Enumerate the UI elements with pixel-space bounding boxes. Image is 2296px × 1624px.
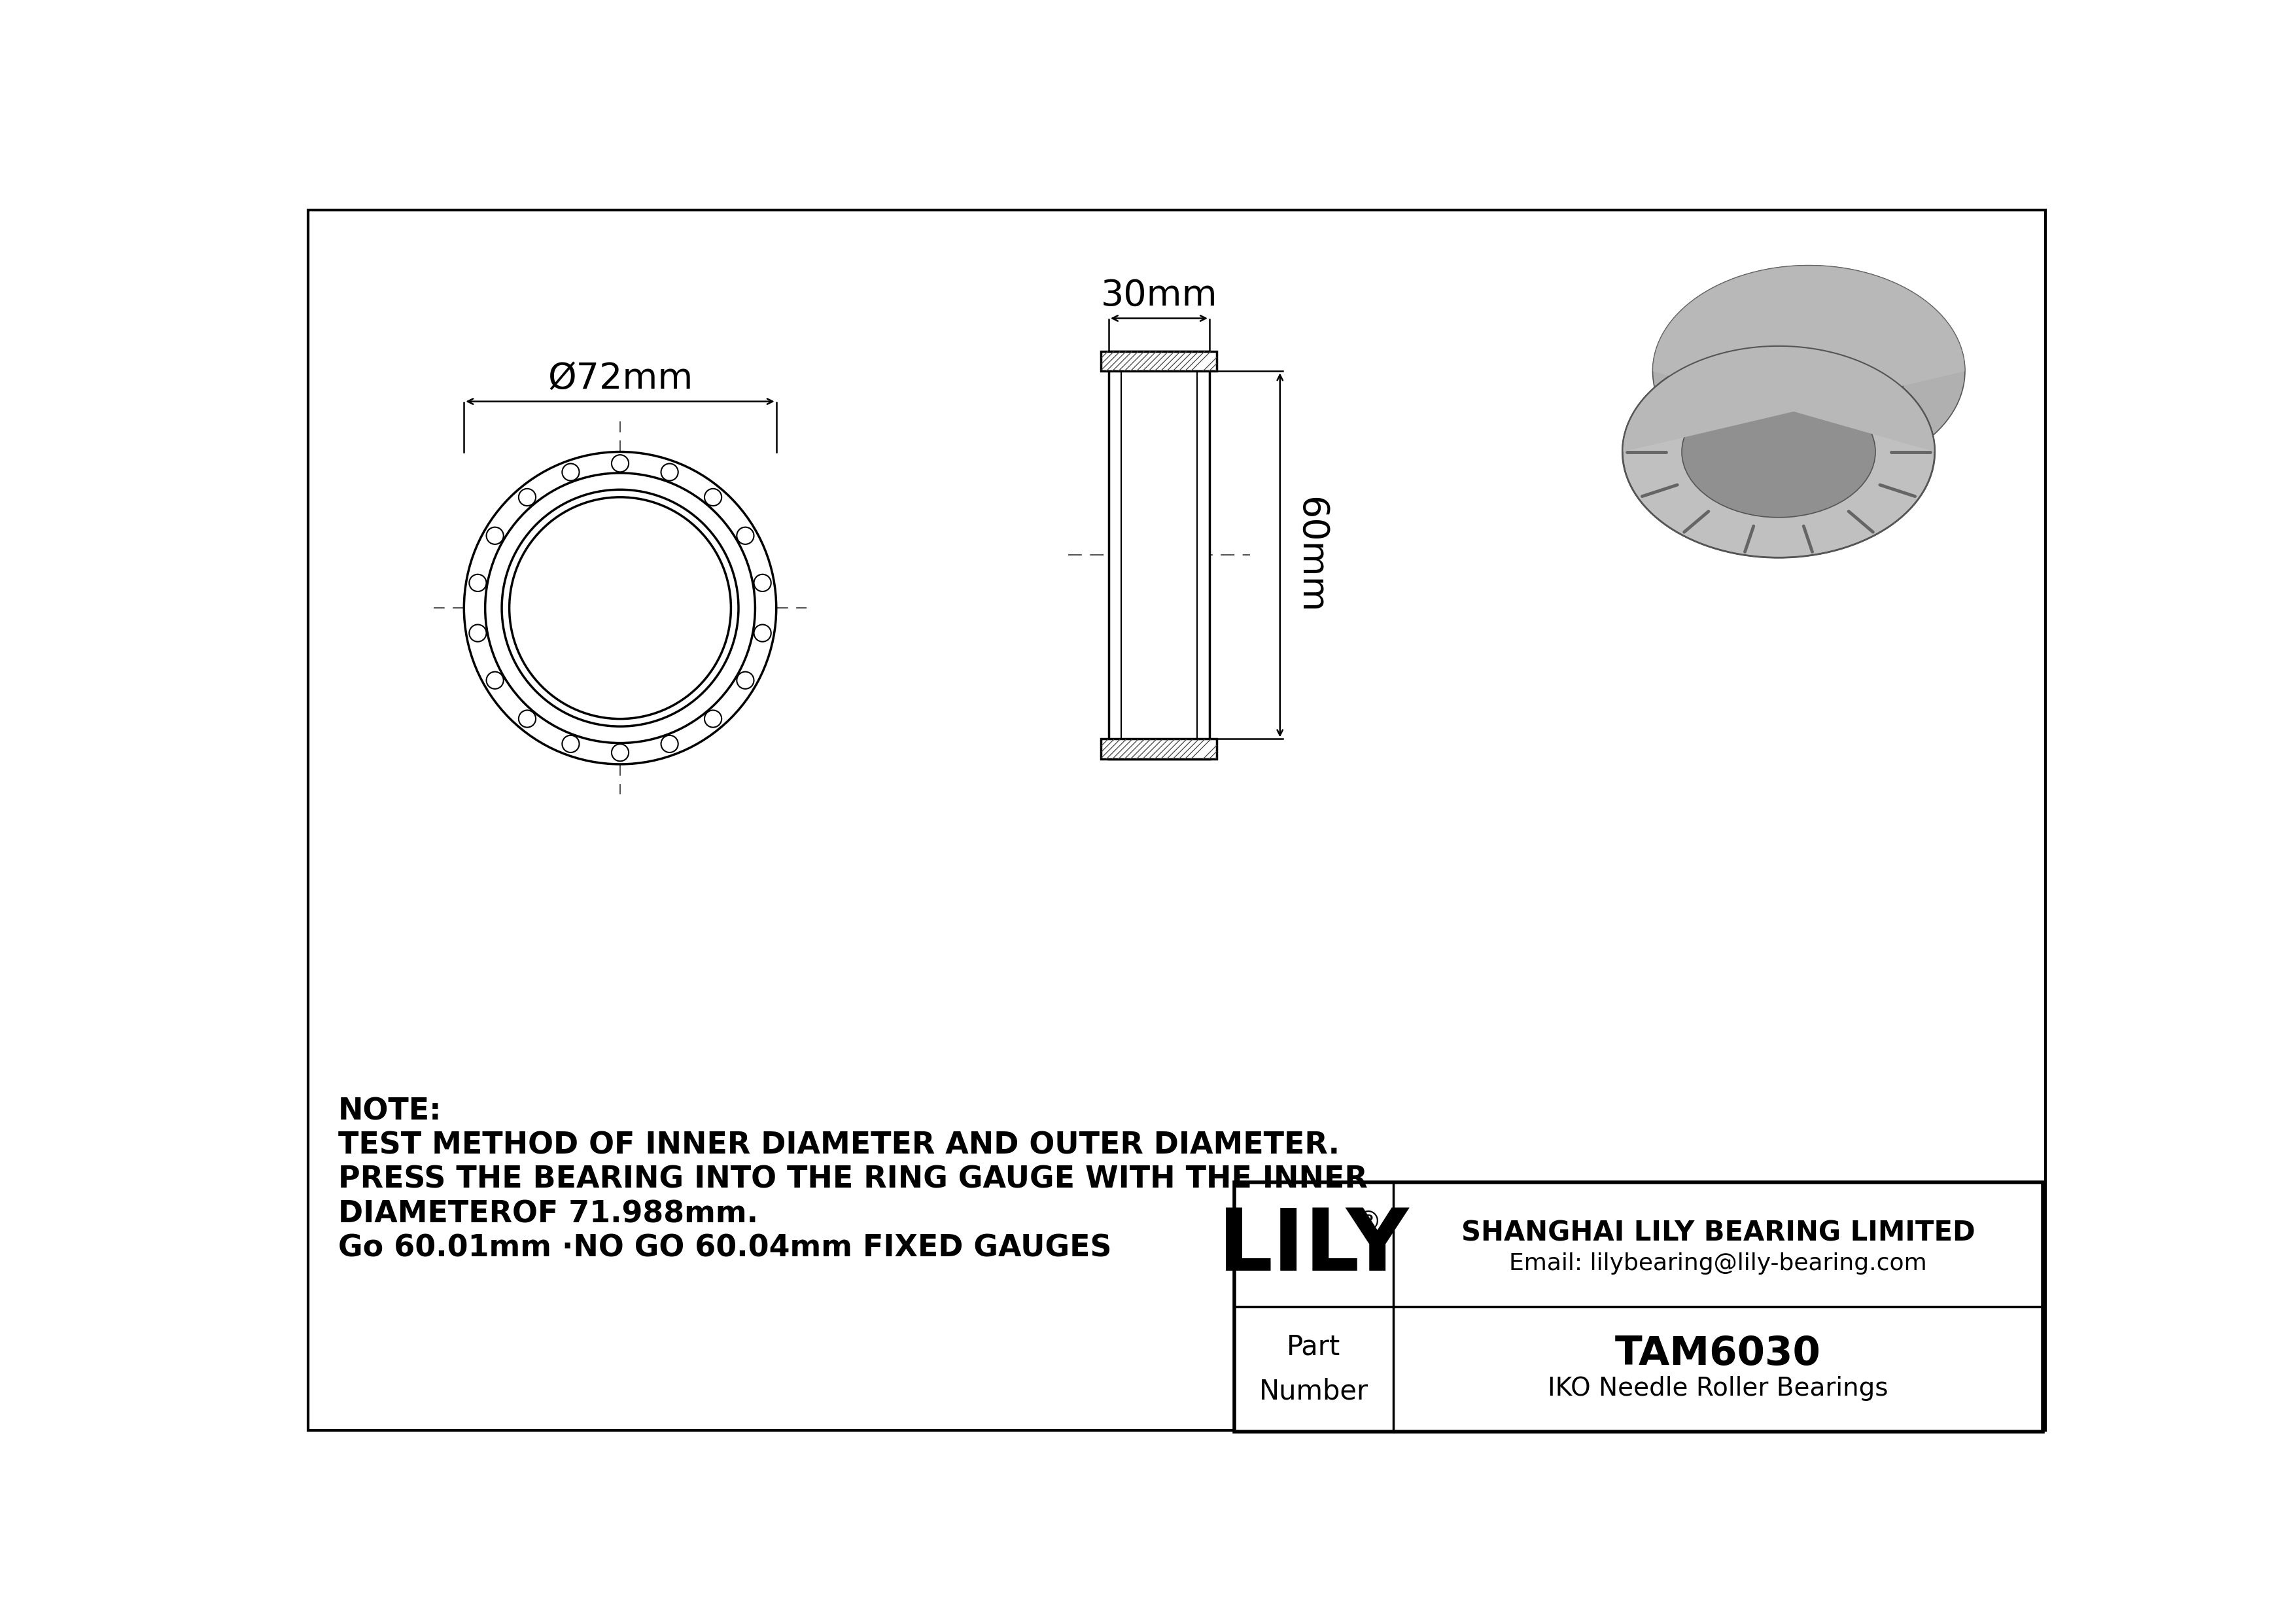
Circle shape xyxy=(519,489,535,505)
Circle shape xyxy=(563,463,579,481)
Text: DIAMETEROF 71.988mm.: DIAMETEROF 71.988mm. xyxy=(338,1200,758,1229)
Circle shape xyxy=(737,672,753,689)
Text: Go 60.01mm ·NO GO 60.04mm FIXED GAUGES: Go 60.01mm ·NO GO 60.04mm FIXED GAUGES xyxy=(338,1234,1111,1263)
Circle shape xyxy=(661,736,677,752)
Bar xyxy=(1102,739,1217,758)
Polygon shape xyxy=(1623,372,1965,557)
Bar xyxy=(1102,351,1217,372)
Text: ®: ® xyxy=(1355,1210,1382,1237)
Text: Ø72mm: Ø72mm xyxy=(546,361,693,396)
Text: TEST METHOD OF INNER DIAMETER AND OUTER DIAMETER.: TEST METHOD OF INNER DIAMETER AND OUTER … xyxy=(338,1130,1339,1161)
Ellipse shape xyxy=(1713,305,1906,437)
Circle shape xyxy=(753,625,771,641)
Circle shape xyxy=(611,455,629,473)
Ellipse shape xyxy=(1681,387,1876,518)
Text: Part
Number: Part Number xyxy=(1258,1333,1368,1405)
Bar xyxy=(1109,351,1210,758)
Ellipse shape xyxy=(1623,346,1936,557)
Text: 60mm: 60mm xyxy=(1293,497,1327,614)
Text: Email: lilybearing@lily-bearing.com: Email: lilybearing@lily-bearing.com xyxy=(1508,1252,1926,1275)
Circle shape xyxy=(503,489,739,726)
Text: NOTE:: NOTE: xyxy=(338,1096,441,1125)
Circle shape xyxy=(464,451,776,765)
Text: PRESS THE BEARING INTO THE RING GAUGE WITH THE INNER: PRESS THE BEARING INTO THE RING GAUGE WI… xyxy=(338,1166,1368,1195)
Ellipse shape xyxy=(1653,265,1965,477)
Text: TAM6030: TAM6030 xyxy=(1614,1335,1821,1374)
Circle shape xyxy=(487,672,503,689)
Circle shape xyxy=(487,528,503,544)
Circle shape xyxy=(563,736,579,752)
Circle shape xyxy=(468,625,487,641)
Circle shape xyxy=(484,473,755,744)
Circle shape xyxy=(753,575,771,591)
Circle shape xyxy=(705,489,721,505)
Text: LILY: LILY xyxy=(1219,1205,1410,1288)
Bar xyxy=(1235,1182,2043,1432)
Circle shape xyxy=(510,497,730,719)
Circle shape xyxy=(468,575,487,591)
Polygon shape xyxy=(1623,265,1965,451)
Circle shape xyxy=(611,744,629,762)
Circle shape xyxy=(661,463,677,481)
Circle shape xyxy=(705,710,721,728)
Text: 30mm: 30mm xyxy=(1100,278,1217,313)
Text: SHANGHAI LILY BEARING LIMITED: SHANGHAI LILY BEARING LIMITED xyxy=(1460,1220,1975,1247)
Text: IKO Needle Roller Bearings: IKO Needle Roller Bearings xyxy=(1548,1376,1887,1402)
Circle shape xyxy=(737,528,753,544)
Circle shape xyxy=(519,710,535,728)
